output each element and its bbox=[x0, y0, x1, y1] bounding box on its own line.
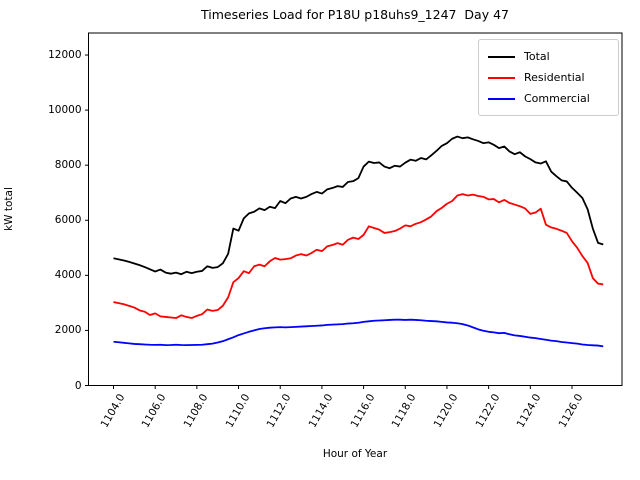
legend-label-commercial: Commercial bbox=[524, 92, 590, 105]
series-commercial-line bbox=[113, 318, 604, 348]
residential-line-swatch bbox=[488, 76, 515, 79]
y-tick-label: 10000 bbox=[48, 104, 82, 117]
axes-frame bbox=[88, 32, 623, 386]
y-tick-label: 2000 bbox=[54, 324, 82, 337]
legend-item-commercial: Commercial bbox=[488, 88, 610, 109]
y-tick-label: 4000 bbox=[54, 269, 82, 282]
legend-item-residential: Residential bbox=[488, 67, 610, 88]
chart-title: Timeseries Load for P18U p18uhs9_1247 Da… bbox=[201, 7, 509, 22]
commercial-line-swatch bbox=[488, 97, 515, 100]
y-tick-label: 6000 bbox=[54, 214, 82, 227]
y-axis-label: kW total bbox=[3, 187, 15, 231]
legend-item-total: Total bbox=[488, 46, 610, 67]
y-tick-label: 8000 bbox=[54, 159, 82, 172]
y-tick-label: 12000 bbox=[48, 49, 82, 62]
legend-label-residential: Residential bbox=[524, 71, 585, 84]
legend-label-total: Total bbox=[524, 50, 550, 63]
series-total-line bbox=[113, 135, 604, 276]
y-tick-label: 0 bbox=[74, 379, 82, 392]
total-line-swatch bbox=[488, 55, 515, 58]
x-axis-label: Hour of Year bbox=[322, 448, 388, 460]
series-residential-line bbox=[113, 193, 604, 319]
legend: Total Residential Commercial bbox=[478, 39, 619, 116]
